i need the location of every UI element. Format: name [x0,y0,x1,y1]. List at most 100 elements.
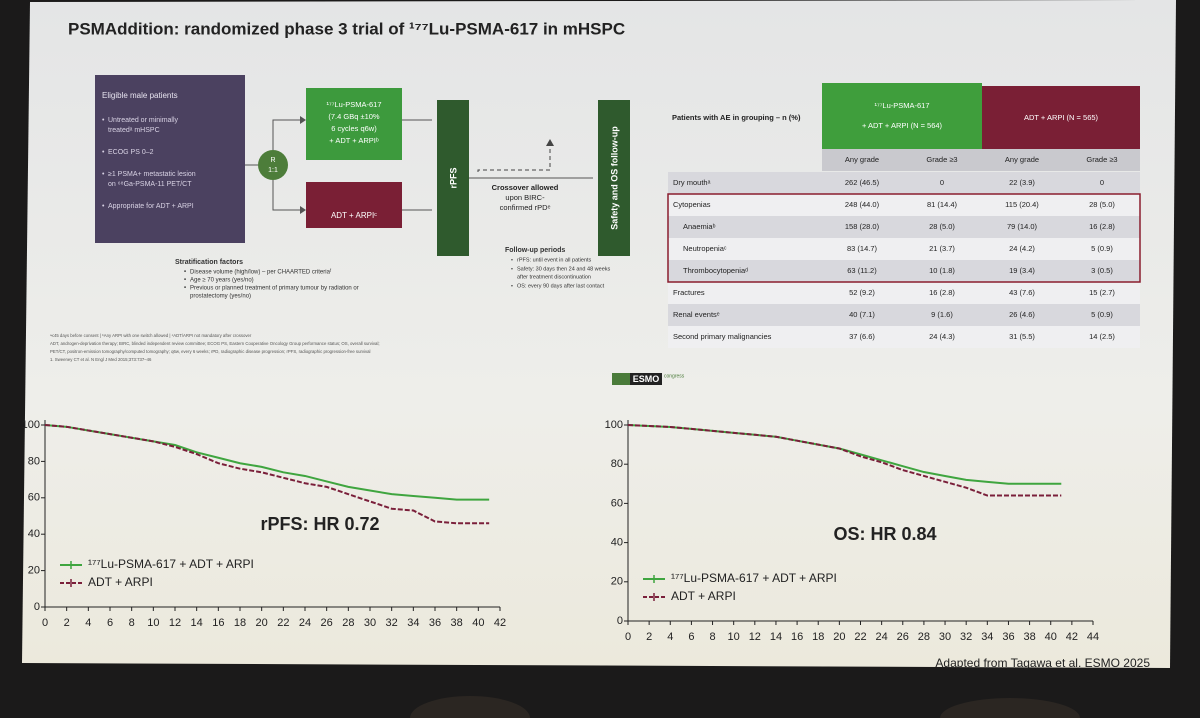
x-tick-label: 18 [812,631,824,643]
table-row [668,216,1140,238]
x-tick-label: 44 [1087,631,1099,643]
arm-box [306,182,402,228]
eligibility-item: on ⁶⁸Ga-PSMA-11 PET/CT [108,181,192,188]
table-row [668,172,1140,194]
eligibility-item: ECOG PS 0–2 [108,149,154,156]
table-row [668,304,1140,326]
y-tick-label: 60 [611,497,623,509]
survival-curve [627,424,1062,497]
table-cell: 19 (3.4) [1009,266,1035,275]
x-tick-label: 12 [749,631,761,643]
x-tick-label: 26 [897,631,909,643]
x-tick-label: 24 [299,617,311,629]
x-tick-label: 0 [625,631,631,643]
table-cell: 262 (46.5) [845,178,880,187]
x-tick-label: 38 [451,617,463,629]
y-tick-label: 40 [28,528,40,540]
legend-label: ADT + ARPI [88,575,153,589]
eligibility-item: Appropriate for ADT + ARPI [108,203,194,210]
logo-mark [612,373,630,385]
x-tick-label: 8 [129,617,135,629]
stratification-item: Disease volume (high/low) – per CHAARTED… [190,269,332,276]
table-cell: 37 (6.6) [849,332,875,341]
table-cell: 5 (0.9) [1091,310,1113,319]
table-cell: 248 (44.0) [845,200,880,209]
table-cell: 28 (5.0) [929,222,955,231]
table-cell: 28 (5.0) [1089,200,1115,209]
table-row [668,194,1140,216]
table-cell: 81 (14.4) [927,200,958,209]
y-tick-label: 20 [28,565,40,577]
table-cell: 63 (11.2) [847,266,877,275]
x-tick-label: 0 [42,617,48,629]
crossover-label: Crossover allowed [492,183,559,192]
table-row [668,282,1140,304]
table-row [668,326,1140,348]
row-label: Cytopenias [673,200,711,209]
arrowhead [546,139,554,146]
eligibility-heading: Eligible male patients [102,91,178,100]
x-tick-label: 28 [918,631,930,643]
stratification-item: Previous or planned treatment of primary… [190,286,359,292]
y-tick-label: 100 [605,419,623,431]
row-label: Dry mouthᵃ [673,178,711,187]
arm-label: ¹⁷⁷Lu-PSMA-617 [326,100,381,109]
x-tick-label: 16 [212,617,224,629]
bullet: • [102,171,105,178]
y-tick-label: 80 [28,455,40,467]
logo-box [630,373,662,385]
table-cell: 0 [1100,178,1104,187]
follow-up-item: rPFS: until event in all patients [517,257,592,263]
x-tick-label: 6 [688,631,694,643]
crossover-label: confirmed rPDᵉ [500,203,551,212]
x-tick-label: 22 [854,631,866,643]
arm-label: ADT + ARPIᶜ [331,211,377,220]
table-cell: 52 (9.2) [849,288,875,297]
bullet: • [184,270,186,276]
legend-label: ¹⁷⁷Lu-PSMA-617 + ADT + ARPI [671,571,837,585]
safety-bar [598,100,630,256]
credit: Adapted from Tagawa et al. ESMO 2025 [935,656,1150,670]
x-tick-label: 42 [1066,631,1078,643]
row-label: Anaemiaᵇ [683,222,716,231]
column-header: Any grade [845,155,879,164]
x-tick-label: 14 [770,631,782,643]
eligibility-item: treatedᵃ mHSPC [108,127,160,134]
randomization-label: R [270,157,275,164]
column-header: Any grade [1005,155,1039,164]
audience-head [940,698,1080,718]
safety-label: Safety and OS follow-up [609,126,619,230]
x-tick-label: 22 [277,617,289,629]
x-tick-label: 36 [1002,631,1014,643]
y-tick-label: 20 [611,576,623,588]
x-tick-label: 20 [833,631,845,643]
table-row [668,260,1140,282]
x-tick-label: 4 [667,631,673,643]
column-header: Grade ≥3 [1086,155,1117,164]
y-tick-label: 0 [617,615,623,627]
table-row [668,238,1140,260]
x-tick-label: 24 [876,631,888,643]
table-cell: 3 (0.5) [1091,266,1113,275]
footnote: ᵃ≤45 days before consent | ᵇAny ARPI wit… [50,333,252,338]
table-cell: 31 (5.5) [1009,332,1035,341]
table-cell: 14 (2.5) [1089,332,1115,341]
x-tick-label: 8 [709,631,715,643]
x-tick-label: 10 [147,617,159,629]
rpfs-bar [437,100,469,256]
table-corner: Patients with AE in grouping – n (%) [672,113,801,122]
arm-box [306,88,402,160]
table-cell: 16 (2.8) [1089,222,1115,231]
table-cell: 83 (14.7) [847,244,878,253]
logo-text: ESMO [633,374,660,384]
footnote: PET/CT, positron-emission tomography/com… [50,349,371,354]
column-header: Grade ≥3 [926,155,957,164]
x-tick-label: 36 [429,617,441,629]
survival-curve [44,424,490,501]
x-tick-label: 4 [85,617,91,629]
x-tick-label: 2 [646,631,652,643]
arm-label: 6 cycles q6w) [331,124,377,133]
table-cell: 40 (7.1) [849,310,875,319]
table-cell: 43 (7.6) [1009,288,1035,297]
x-tick-label: 32 [386,617,398,629]
